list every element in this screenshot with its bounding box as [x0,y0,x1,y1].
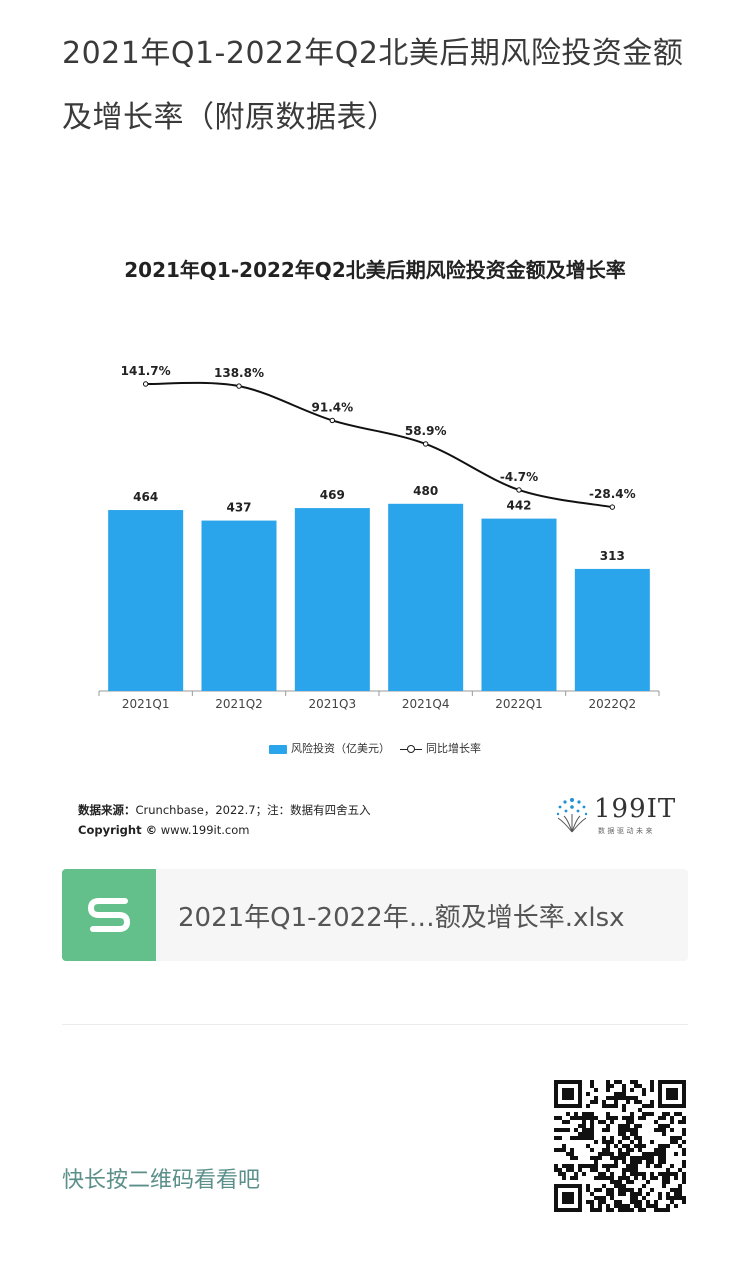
attachment-card[interactable]: 2021年Q1-2022年…额及增长率.xlsx [62,869,688,961]
bar [201,520,277,691]
page-title: 2021年Q1-2022年Q2北美后期风险投资金额及增长率（附原数据表） [62,36,684,135]
bar-value-label: 313 [600,549,625,563]
copyright-text: www.199it.com [157,823,250,837]
bar-value-label: 469 [320,488,345,502]
bar [481,518,557,691]
growth-rate-point [236,383,242,389]
bar-value-label: 442 [506,499,531,513]
brand-name: 199IT [594,794,677,824]
source-block: 数据来源：Crunchbase，2022.7；注：数据有四舍五入 Copyrig… [78,800,371,840]
growth-rate-label: 138.8% [214,366,264,380]
growth-rate-point [609,504,616,510]
brand-dots-icon [556,798,588,833]
legend-bar-label: 风险投资（亿美元） [291,742,390,755]
x-tick-label: 2022Q1 [495,697,543,711]
bar [108,510,184,691]
growth-rate-label: 141.7% [121,364,171,378]
growth-rate-label: 91.4% [312,400,354,414]
qr-code-image[interactable] [554,1080,686,1212]
growth-rate-point [142,381,149,387]
x-tick-label: 2021Q4 [402,697,450,711]
brand-logo: 199IT 数据驱动未来 [552,792,682,840]
brand-tagline: 数据驱动未来 [598,827,655,835]
x-tick-label: 2021Q1 [122,697,170,711]
qr-hint-text: 快长按二维码看看吧 [62,1168,261,1193]
bar [388,503,464,691]
growth-rate-label: -4.7% [500,470,538,484]
legend-item-bars: 风险投资（亿美元） [269,740,390,756]
source-text: Crunchbase，2022.7；注：数据有四舍五入 [135,803,371,817]
bar-value-label: 464 [133,490,158,504]
growth-rate-point [329,417,336,424]
legend-item-line: 同比增长率 [400,740,481,756]
chart-title: 2021年Q1-2022年Q2北美后期风险投资金额及增长率 [124,258,626,282]
spreadsheet-s-icon [62,869,156,961]
growth-rate-label: -28.4% [589,487,636,501]
bar-value-label: 480 [413,484,438,498]
chart-legend: 风险投资（亿美元） 同比增长率 [62,740,688,756]
growth-rate-point [422,441,429,447]
x-tick-label: 2021Q2 [215,697,263,711]
x-tick-label: 2021Q3 [309,697,357,711]
copyright-label: Copyright © [78,823,158,837]
legend-bar-swatch [269,744,287,754]
divider [62,1024,688,1025]
bar [294,508,370,691]
chart-figure: 464 2021Q1 437 2021Q2 469 2021Q3 480 2021Q4 442 2… [62,240,688,850]
attachment-file-name: 2021年Q1-2022年…额及增长率.xlsx [178,902,625,933]
bar-value-label: 437 [226,501,251,515]
growth-rate-line [145,381,613,509]
growth-rate-label: 58.9% [405,424,447,438]
growth-rate-point [516,487,522,493]
x-tick-label: 2022Q2 [589,697,637,711]
source-label: 数据来源： [78,803,136,817]
legend-line-label: 同比增长率 [426,742,481,755]
legend-line-swatch [400,744,422,754]
chart-svg: 464 2021Q1 437 2021Q2 469 2021Q3 480 2021Q4 442 2… [98,364,660,711]
bar [574,568,650,691]
